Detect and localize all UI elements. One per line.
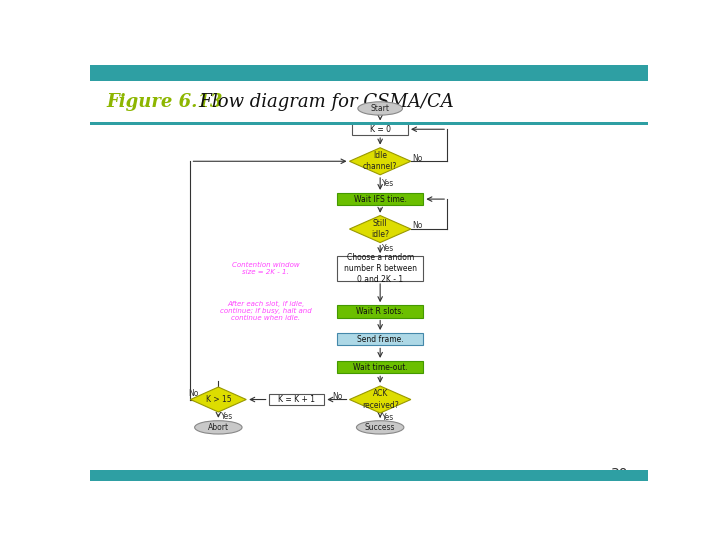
- Text: No: No: [188, 389, 198, 398]
- Text: Yes: Yes: [382, 413, 395, 422]
- Text: Send frame.: Send frame.: [357, 335, 403, 344]
- Bar: [90, 470, 648, 481]
- Polygon shape: [349, 148, 411, 175]
- Text: K > 15: K > 15: [205, 395, 231, 404]
- Bar: [90, 122, 648, 125]
- Text: Yes: Yes: [382, 245, 395, 253]
- Polygon shape: [349, 386, 411, 413]
- Text: No: No: [332, 392, 342, 401]
- Text: Start: Start: [371, 104, 390, 113]
- Text: Still
idle?: Still idle?: [372, 219, 390, 239]
- Bar: [337, 305, 423, 318]
- Text: 30: 30: [611, 467, 629, 481]
- Bar: [269, 394, 324, 406]
- Bar: [337, 256, 423, 281]
- Ellipse shape: [358, 102, 402, 115]
- Text: Wait time-out.: Wait time-out.: [353, 362, 408, 372]
- Text: Yes: Yes: [220, 412, 233, 421]
- Bar: [337, 361, 423, 373]
- Text: Abort: Abort: [208, 423, 229, 432]
- Text: No: No: [413, 154, 423, 163]
- Polygon shape: [349, 215, 411, 242]
- Text: Wait IFS time.: Wait IFS time.: [354, 194, 407, 204]
- Text: K = K + 1: K = K + 1: [278, 395, 315, 404]
- Bar: [352, 124, 408, 135]
- Text: Flow diagram for CSMA/CA: Flow diagram for CSMA/CA: [188, 93, 454, 111]
- Text: After each slot, if idle,
continue; if busy, halt and
continue when idle.: After each slot, if idle, continue; if b…: [220, 301, 312, 321]
- Polygon shape: [190, 387, 246, 412]
- Text: Yes: Yes: [382, 179, 395, 188]
- Text: Wait R slots.: Wait R slots.: [356, 307, 404, 316]
- Text: Idle
channel?: Idle channel?: [363, 151, 397, 171]
- Bar: [90, 65, 648, 82]
- Text: No: No: [413, 221, 423, 230]
- Text: Contention window
size = 2K - 1.: Contention window size = 2K - 1.: [232, 262, 300, 275]
- Text: ACK
received?: ACK received?: [361, 389, 399, 409]
- Text: K = 0: K = 0: [369, 125, 391, 134]
- Text: Choose a random
number R between
0 and 2K - 1: Choose a random number R between 0 and 2…: [343, 253, 417, 284]
- Bar: [337, 193, 423, 205]
- Ellipse shape: [356, 421, 404, 434]
- Ellipse shape: [194, 421, 242, 434]
- Text: Success: Success: [365, 423, 395, 432]
- Text: Figure 6.13: Figure 6.13: [107, 93, 223, 111]
- Bar: [337, 333, 423, 346]
